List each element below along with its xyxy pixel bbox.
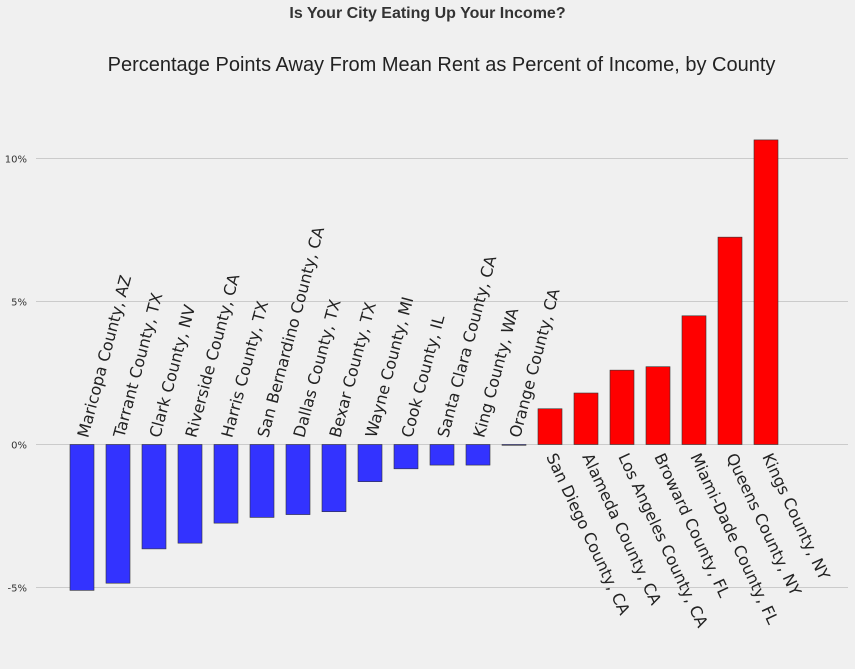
bar bbox=[681, 315, 707, 445]
bar bbox=[465, 444, 491, 466]
bar bbox=[537, 408, 563, 445]
y-tick-label: 0% bbox=[11, 441, 27, 452]
bar bbox=[69, 444, 95, 591]
y-tick-label: 5% bbox=[11, 298, 27, 309]
bar bbox=[429, 444, 455, 466]
y-tick-label: -5% bbox=[8, 584, 27, 595]
bar bbox=[141, 444, 167, 550]
bar bbox=[213, 444, 239, 524]
bar bbox=[393, 444, 419, 470]
bar bbox=[177, 444, 203, 544]
figure-suptitle: Is Your City Eating Up Your Income? bbox=[289, 5, 566, 22]
bar bbox=[249, 444, 275, 518]
y-axis-ticks: -5% 0% 5% 10% bbox=[5, 155, 27, 595]
gridlines bbox=[36, 158, 848, 588]
bar bbox=[321, 444, 347, 513]
bar bbox=[357, 444, 383, 482]
chart-title: Percentage Points Away From Mean Rent as… bbox=[107, 54, 776, 76]
bar bbox=[105, 444, 131, 584]
bar bbox=[285, 444, 311, 515]
bar bbox=[501, 444, 527, 446]
bar bbox=[609, 369, 635, 445]
bar bbox=[573, 392, 599, 445]
bars bbox=[69, 139, 779, 591]
y-tick-label: 10% bbox=[5, 155, 27, 166]
bar bbox=[645, 366, 671, 445]
bar bbox=[717, 236, 743, 445]
bar bbox=[753, 139, 779, 445]
